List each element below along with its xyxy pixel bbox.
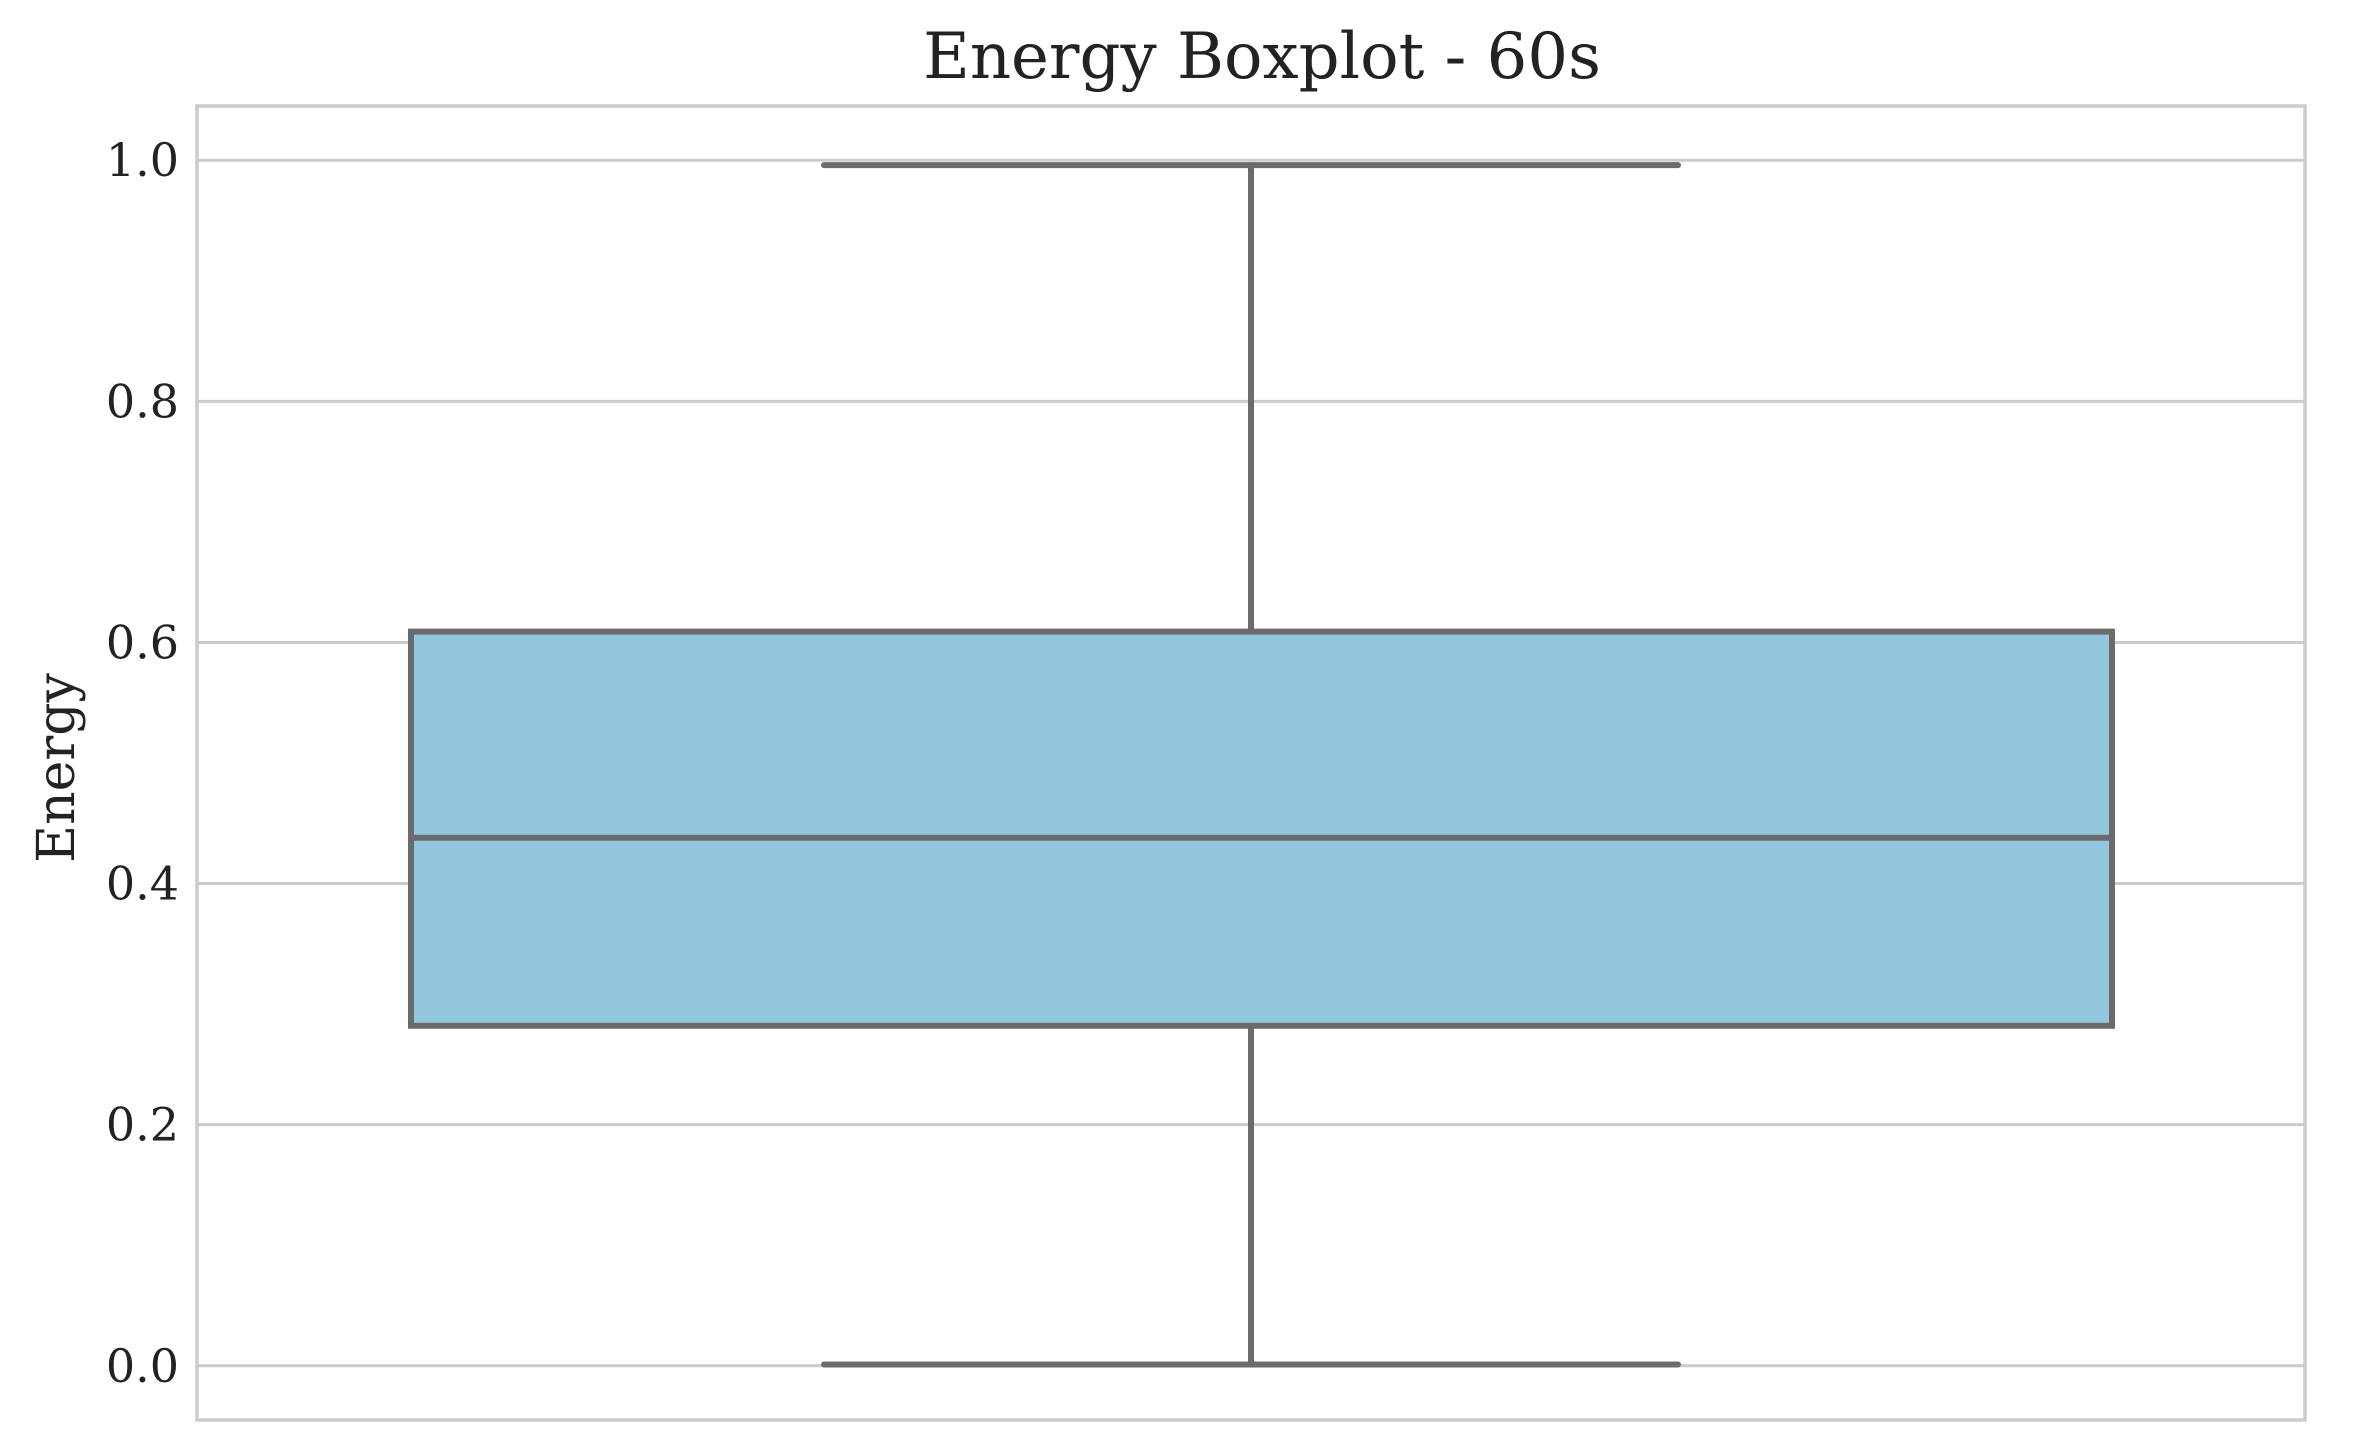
chart-title: Energy Boxplot - 60s bbox=[923, 20, 1601, 94]
iqr-box bbox=[408, 628, 2115, 1029]
y-tick-label-1: 0.2 bbox=[106, 1098, 179, 1152]
y-tick-label-4: 0.8 bbox=[106, 374, 179, 428]
y-tick-label-0: 0.0 bbox=[106, 1339, 179, 1393]
y-tick-label-5: 1.0 bbox=[106, 133, 179, 187]
box-group bbox=[408, 162, 2115, 1368]
y-tick-label-2: 0.4 bbox=[106, 857, 179, 911]
y-axis-label: Energy bbox=[27, 673, 87, 863]
y-tick-labels: 0.0 0.2 0.4 0.6 0.8 1.0 bbox=[106, 133, 179, 1393]
y-tick-label-3: 0.6 bbox=[106, 615, 179, 669]
plot-frame bbox=[195, 104, 2307, 1422]
